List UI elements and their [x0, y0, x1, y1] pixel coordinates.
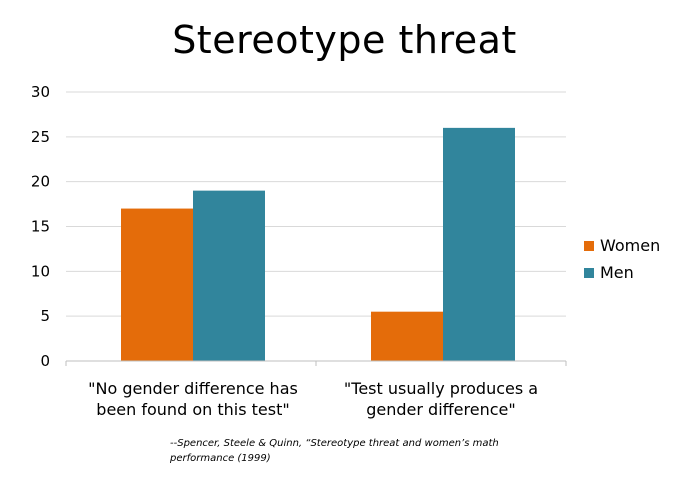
- bar-men-1: [193, 190, 265, 361]
- legend-label-men: Men: [600, 263, 634, 282]
- y-tick-label-1: 5: [40, 307, 50, 325]
- y-tick-label-2: 10: [31, 262, 50, 280]
- x-tick-label-1: "No gender difference has been found on …: [88, 379, 298, 419]
- legend-label-women: Women: [600, 236, 661, 255]
- legend-item-men: Men: [584, 259, 660, 286]
- bar-women-1: [121, 208, 193, 361]
- bars: [121, 127, 515, 361]
- y-tick-label-4: 20: [31, 173, 50, 191]
- legend: Women Men: [584, 232, 660, 286]
- y-tick-label-3: 15: [31, 218, 50, 236]
- x-axis: [65, 360, 567, 366]
- bar-men-2: [443, 127, 515, 361]
- y-tick-label-5: 25: [31, 128, 50, 146]
- x-tick-label-2: "Test usually produces a gender differen…: [343, 379, 539, 419]
- legend-item-women: Women: [584, 232, 660, 259]
- chart-title: Stereotype threat: [172, 18, 517, 62]
- legend-swatch-women: [584, 240, 594, 251]
- legend-swatch-men: [584, 267, 594, 278]
- y-tick-label-0: 0: [40, 352, 50, 370]
- bar-women-2: [371, 311, 443, 361]
- y-tick-label-6: 30: [31, 83, 50, 101]
- citation: --Spencer, Steele & Quinn, “Stereotype t…: [170, 438, 499, 464]
- y-axis-ticks: 0 5 10 15 20 25 30: [31, 83, 50, 370]
